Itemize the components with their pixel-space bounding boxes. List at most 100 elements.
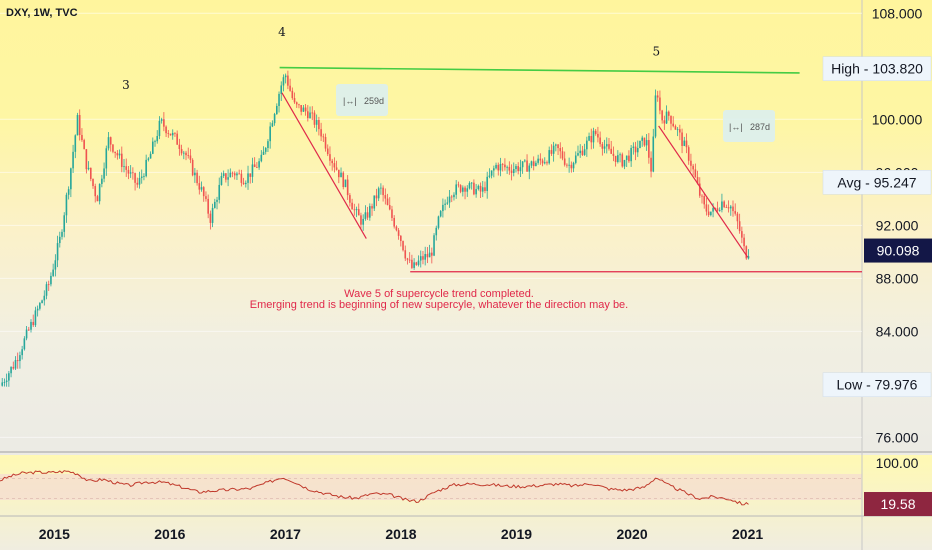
candle-body bbox=[650, 157, 652, 172]
candle-body bbox=[552, 145, 555, 154]
candle-body bbox=[437, 216, 440, 228]
level-label-bg bbox=[822, 170, 932, 195]
candle-body bbox=[158, 120, 161, 137]
candle-body bbox=[721, 201, 723, 211]
candle-body bbox=[548, 150, 551, 164]
range-box-2[interactable]: |↔| 287d bbox=[723, 110, 775, 142]
candle-body bbox=[592, 130, 595, 143]
candle-body bbox=[546, 162, 548, 164]
candle-body bbox=[78, 115, 81, 135]
candle-body bbox=[45, 284, 48, 296]
range-box-2-bg bbox=[723, 110, 775, 142]
price-tick-label: 108.000 bbox=[872, 5, 923, 21]
candle-body bbox=[510, 170, 513, 173]
resistance-trendline[interactable] bbox=[279, 66, 800, 74]
candle-body bbox=[247, 173, 249, 183]
wave-decline-line-2[interactable] bbox=[658, 125, 749, 258]
candle-body bbox=[535, 162, 537, 167]
candle-body bbox=[355, 209, 358, 211]
candle-body bbox=[282, 77, 285, 86]
level-label-bg bbox=[822, 372, 932, 397]
candle-body bbox=[652, 136, 655, 172]
candle-body bbox=[311, 112, 314, 114]
candle-body bbox=[123, 166, 125, 168]
rsi-value-badge bbox=[864, 492, 932, 517]
candle-body bbox=[371, 206, 373, 209]
candle-body bbox=[138, 177, 141, 185]
candle-body bbox=[357, 209, 360, 216]
candle-body bbox=[543, 162, 546, 164]
candle-body bbox=[118, 153, 121, 156]
candle-body bbox=[570, 164, 573, 169]
candle-body bbox=[444, 203, 446, 205]
candle-body bbox=[178, 144, 181, 149]
range-box-1[interactable]: |↔| 259d bbox=[336, 84, 388, 116]
candle-body bbox=[218, 184, 221, 200]
year-tick-label: 2018 bbox=[385, 526, 416, 542]
candle-body bbox=[242, 182, 245, 185]
candle-body bbox=[506, 166, 508, 168]
range-icon: |↔| bbox=[729, 122, 743, 132]
candle-body bbox=[238, 173, 240, 175]
range-box-1-label: 259d bbox=[364, 96, 384, 106]
candle-body bbox=[486, 176, 488, 192]
candle-body bbox=[422, 256, 424, 260]
candle-body bbox=[661, 110, 663, 121]
candle-body bbox=[25, 329, 28, 339]
candle-body bbox=[300, 105, 302, 112]
candle-body bbox=[630, 147, 632, 162]
candle-body bbox=[189, 155, 192, 160]
candle-body bbox=[373, 195, 376, 209]
candle-body bbox=[320, 129, 322, 137]
candle-body bbox=[464, 187, 466, 192]
candle-body bbox=[209, 213, 212, 223]
candle-body bbox=[249, 173, 252, 177]
candle-body bbox=[351, 202, 353, 210]
candle-body bbox=[479, 185, 482, 192]
candle-body bbox=[109, 137, 112, 145]
candle-body bbox=[659, 97, 661, 111]
candle-body bbox=[176, 133, 178, 145]
candle-body bbox=[701, 195, 703, 197]
candle-body bbox=[338, 169, 340, 178]
candle-body bbox=[196, 172, 198, 184]
candle-body bbox=[672, 123, 675, 127]
candle-body bbox=[191, 159, 194, 176]
candle-body bbox=[504, 164, 506, 168]
candle-body bbox=[105, 148, 108, 169]
range-icon: |↔| bbox=[343, 96, 357, 106]
candle-body bbox=[278, 93, 280, 106]
candle-body bbox=[74, 135, 77, 152]
level-label-low: Low - 79.976 bbox=[837, 377, 918, 393]
candle-body bbox=[428, 252, 431, 258]
candle-body bbox=[388, 205, 391, 210]
candle-body bbox=[732, 206, 734, 212]
candle-body bbox=[515, 166, 517, 170]
candle-body bbox=[537, 158, 539, 163]
year-tick-label: 2021 bbox=[732, 526, 763, 542]
candle-body bbox=[315, 119, 318, 125]
candle-body bbox=[289, 85, 291, 91]
candle-body bbox=[530, 161, 533, 166]
candle-body bbox=[488, 175, 491, 177]
candle-body bbox=[439, 211, 442, 217]
wave-decline-line-1[interactable] bbox=[281, 92, 367, 239]
candle-body bbox=[125, 166, 128, 170]
price-tick-label: 88.000 bbox=[876, 270, 919, 286]
candle-body bbox=[687, 147, 690, 161]
rsi-line bbox=[0, 470, 749, 506]
candle-body bbox=[397, 230, 400, 236]
annotation-line-2: Emerging trend is beginning of new super… bbox=[250, 299, 629, 311]
wave-label-3: 3 bbox=[122, 78, 130, 92]
candle-body bbox=[92, 178, 94, 187]
candle-body bbox=[291, 90, 294, 99]
candle-body bbox=[54, 260, 57, 270]
candle-body bbox=[404, 250, 407, 259]
candle-body bbox=[433, 235, 435, 256]
candle-body bbox=[112, 144, 114, 152]
candle-body bbox=[610, 148, 613, 154]
candle-body bbox=[446, 202, 449, 204]
candle-body bbox=[167, 133, 170, 134]
year-tick-label: 2016 bbox=[154, 526, 185, 542]
candle-body bbox=[129, 172, 132, 174]
